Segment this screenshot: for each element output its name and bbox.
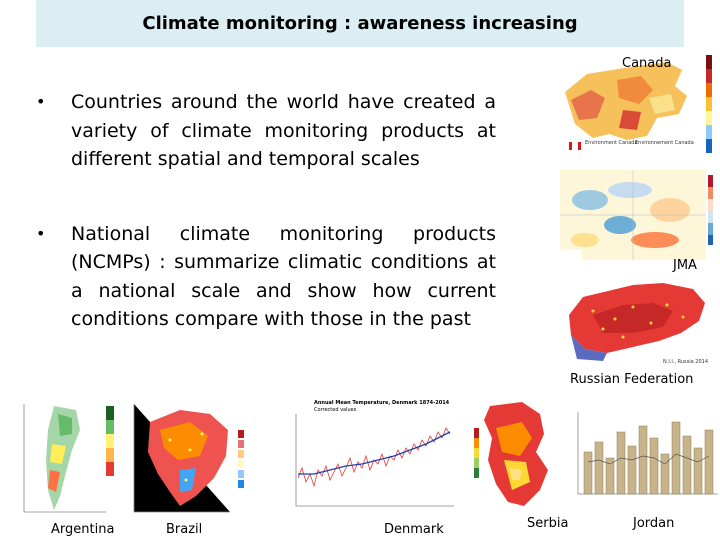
argentina-map-graphic — [14, 400, 130, 518]
serbia-map-graphic — [470, 398, 570, 516]
jma-map-graphic — [560, 170, 706, 260]
brazil-map-graphic — [130, 400, 280, 518]
bullet-text: Countries around the world have created … — [71, 91, 496, 170]
russia-corner-text: N.I.I., Russia 2014 — [663, 359, 709, 365]
serbia-map — [470, 398, 570, 516]
brazil-map — [130, 400, 280, 518]
bullet-list: • Countries around the world have create… — [36, 88, 496, 334]
canada-map-graphic — [557, 52, 705, 157]
jma-colorbar — [708, 175, 713, 245]
serbia-label: Serbia — [527, 516, 569, 531]
jordan-chart — [570, 402, 720, 514]
argentina-map — [14, 400, 130, 518]
denmark-label: Denmark — [384, 522, 444, 537]
jma-label: JMA — [673, 258, 697, 273]
canada-credit-1: Environment Canada — [585, 140, 638, 146]
slide-title: Climate monitoring : awareness increasin… — [142, 13, 578, 34]
jordan-label: Jordan — [633, 516, 675, 531]
russia-label: Russian Federation — [570, 372, 694, 387]
bullet-item: • National climate monitoring products (… — [36, 220, 496, 334]
bullet-text: National climate monitoring products (NC… — [71, 222, 496, 331]
denmark-chart: Annual Mean Temperature, Denmark 1874-20… — [284, 398, 456, 520]
bullet-marker: • — [36, 92, 46, 111]
canada-credit-2: Environnement Canada — [635, 140, 694, 146]
denmark-chart-graphic — [295, 414, 454, 507]
brazil-label: Brazil — [166, 522, 203, 537]
denmark-chart-title: Annual Mean Temperature, Denmark 1874-20… — [314, 400, 450, 406]
russia-map: N.I.I., Russia 2014 — [563, 275, 709, 370]
slide-title-bar: Climate monitoring : awareness increasin… — [36, 0, 684, 47]
bullet-item: • Countries around the world have create… — [36, 88, 496, 174]
denmark-chart-subtitle: Corrected values — [314, 407, 357, 413]
jordan-chart-graphic — [570, 402, 720, 514]
canada-label: Canada — [622, 56, 672, 71]
argentina-label: Argentina — [51, 522, 115, 537]
canada-map: Environment Canada Environnement Canada — [557, 52, 705, 157]
bullet-marker: • — [36, 223, 46, 243]
canada-colorbar — [706, 55, 712, 153]
jma-map — [560, 170, 706, 260]
russia-map-graphic — [563, 275, 709, 370]
